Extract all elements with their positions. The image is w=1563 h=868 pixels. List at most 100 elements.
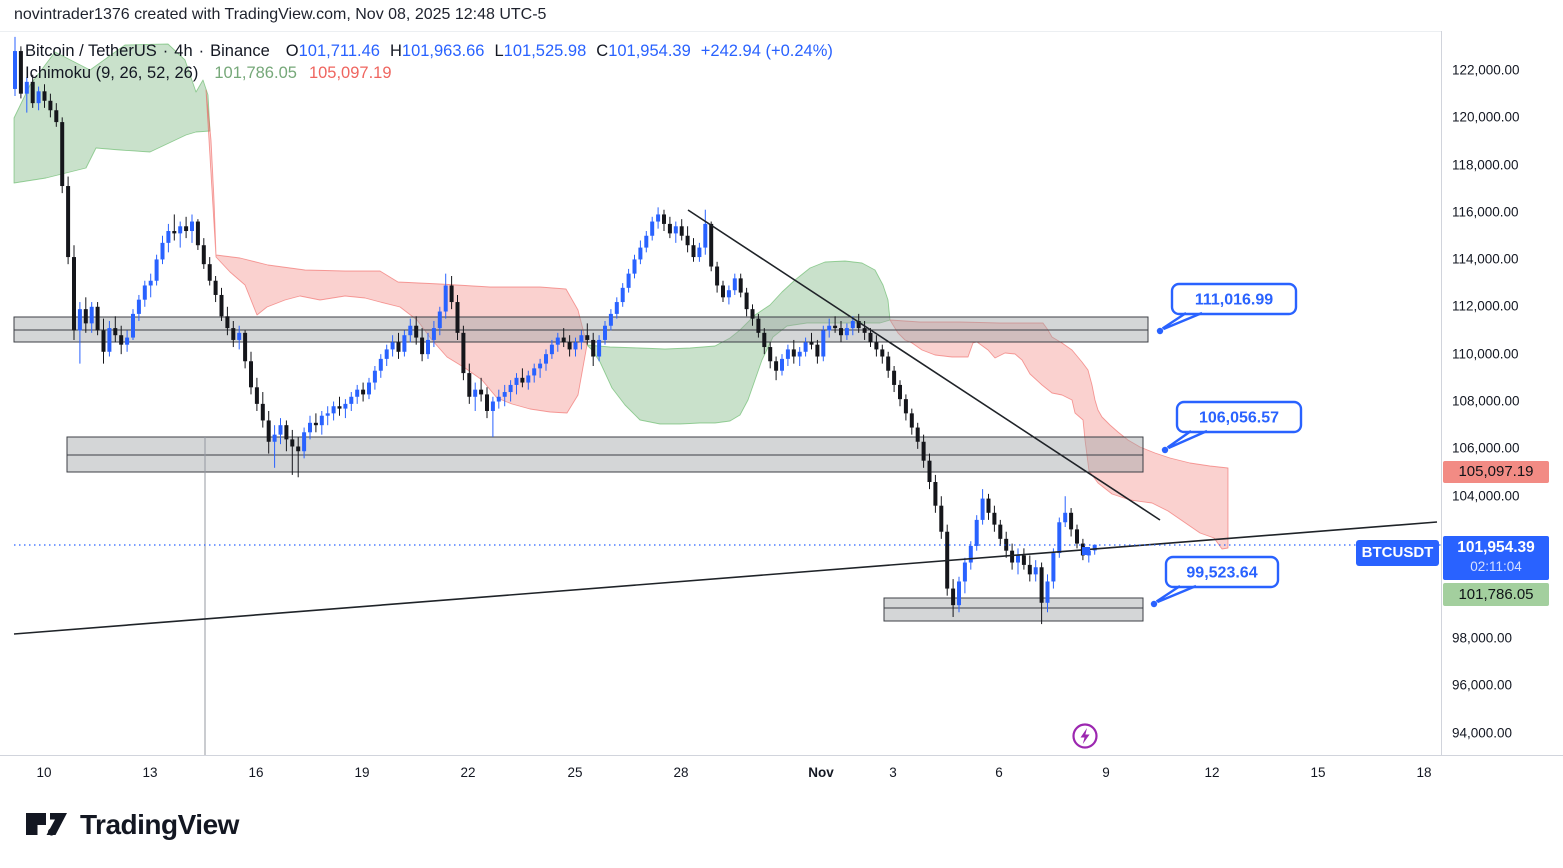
candle-body <box>437 311 442 329</box>
candle-body <box>591 339 596 357</box>
candle-body <box>496 396 501 402</box>
interval-value[interactable]: 4h <box>174 42 193 60</box>
trendline-handle[interactable] <box>1082 547 1090 555</box>
price-axis-label: 112,000.00 <box>1452 298 1519 314</box>
candle-body <box>414 325 419 338</box>
candle-body <box>113 328 118 336</box>
ohlc-values: O101,711.46 H101,963.66 L101,525.98 C101… <box>285 42 833 60</box>
candle-body <box>632 259 637 274</box>
candle-body <box>431 328 436 340</box>
candle-body <box>426 339 430 355</box>
candle-body <box>148 280 153 286</box>
candle-body <box>1016 555 1020 563</box>
candle-body <box>467 373 472 397</box>
candle-body <box>532 368 537 376</box>
candle-body <box>42 91 47 101</box>
close-value: 101,954.39 <box>608 42 691 60</box>
candle-body <box>585 335 590 340</box>
open-value: 101,711.46 <box>298 42 380 60</box>
sr-zone-3[interactable] <box>883 597 1144 622</box>
callout-box[interactable] <box>1170 282 1298 316</box>
price-scale[interactable]: 122,000.00 120,000.00 118,000.00 116,000.00… <box>1441 31 1563 755</box>
callout-anchor-dot[interactable] <box>1161 446 1169 454</box>
chart-legend: Bitcoin / TetherUS · 4h · Binance O101,7… <box>25 41 833 85</box>
time-scale[interactable]: 10 13 16 19 22 25 28 Nov 3 6 9 12 15 18 <box>0 755 1563 795</box>
candle-body <box>909 413 914 428</box>
symbol-title[interactable]: Bitcoin / TetherUS <box>25 42 157 60</box>
candle-body <box>567 342 572 350</box>
candle-body <box>455 302 460 333</box>
candle-body <box>703 223 708 248</box>
change-value: +242.94 (+0.24%) <box>700 42 833 60</box>
candle-body <box>72 257 76 331</box>
candle-body <box>272 434 277 442</box>
time-axis-label: 16 <box>248 765 264 780</box>
time-axis-label: 25 <box>567 765 583 780</box>
candle-body <box>1010 550 1015 563</box>
candle-body <box>166 231 171 243</box>
candle-body <box>898 384 902 400</box>
candle-body <box>485 394 489 411</box>
time-axis-label: 15 <box>1310 765 1326 780</box>
candle-body <box>868 332 873 343</box>
candle-body <box>225 316 230 329</box>
candle-body <box>638 247 643 260</box>
candle-body <box>880 349 885 357</box>
time-axis-label: 28 <box>673 765 689 780</box>
candle-body <box>13 51 17 89</box>
candle-body <box>443 285 448 312</box>
candle-body <box>927 460 932 483</box>
indicator-title[interactable]: Ichimoku (9, 26, 52, 26) <box>25 64 199 82</box>
tradingview-logo-text: TradingView <box>80 809 239 840</box>
candle-body <box>874 342 879 350</box>
candle-body <box>331 406 336 414</box>
callout-anchor-dot[interactable] <box>1150 600 1158 608</box>
exchange-name: Binance <box>210 42 270 60</box>
candle-body <box>644 235 649 248</box>
candle-body <box>951 588 956 606</box>
time-axis-label: 22 <box>460 765 476 780</box>
candle-body <box>1045 581 1050 603</box>
candle-body <box>178 226 183 234</box>
price-axis-label: 122,000.00 <box>1452 62 1520 78</box>
price-axis-label: 94,000.00 <box>1452 725 1513 741</box>
callout-tail <box>1166 429 1208 450</box>
callout-box[interactable] <box>1164 555 1280 589</box>
bar-countdown: 02:11:04 <box>1470 559 1522 574</box>
candle-body <box>490 401 495 411</box>
candle-body <box>715 266 720 286</box>
candle-body <box>933 482 938 506</box>
candle-body <box>337 406 342 409</box>
candle-body <box>54 110 59 123</box>
time-axis-label: 3 <box>889 765 897 780</box>
indicator-red-value: 105,097.19 <box>308 64 392 82</box>
candle-body <box>738 278 743 293</box>
callout-box[interactable] <box>1175 400 1303 434</box>
price-axis-label: 106,000.00 <box>1452 440 1520 456</box>
ascending-trendline[interactable] <box>13 521 1438 635</box>
candle-body <box>626 273 631 288</box>
candle-body <box>131 313 135 338</box>
candle-body <box>254 387 259 404</box>
price-axis-label: 120,000.00 <box>1452 109 1520 125</box>
indicator-row[interactable]: Ichimoku (9, 26, 52, 26) 101,786.05 105,… <box>25 63 833 84</box>
descending-trendline[interactable] <box>687 209 1161 521</box>
senkou-b-price-tag: 105,097.19 <box>1443 461 1549 483</box>
candle-body <box>1069 512 1074 530</box>
candle-body <box>862 328 867 333</box>
symbol-row[interactable]: Bitcoin / TetherUS · 4h · Binance O101,7… <box>25 41 833 62</box>
candle-body <box>721 285 725 298</box>
candle-body <box>160 242 165 260</box>
tradingview-logo[interactable]: TradingView <box>24 806 239 844</box>
candle-body <box>839 328 843 336</box>
callout-price-text: 99,523.64 <box>1186 565 1257 582</box>
separator: · <box>162 42 169 60</box>
candle-body <box>172 231 177 234</box>
callout-anchor-dot[interactable] <box>1156 327 1164 335</box>
price-axis-label: 116,000.00 <box>1452 204 1519 220</box>
candle-body <box>402 335 407 352</box>
candle-body <box>1092 544 1097 551</box>
candle-body <box>296 446 301 452</box>
candle-body <box>243 332 248 362</box>
